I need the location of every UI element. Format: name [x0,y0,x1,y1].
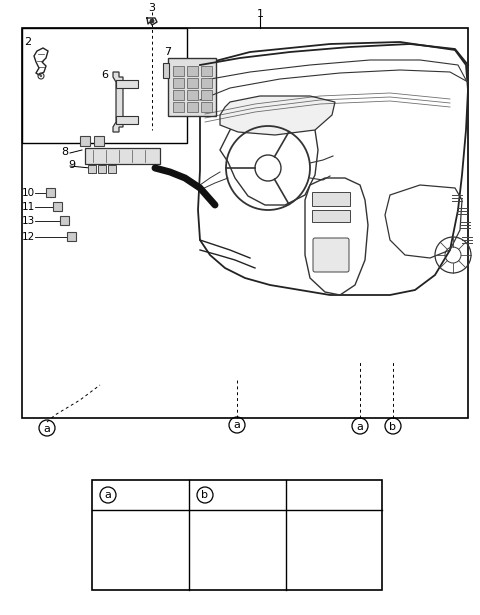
FancyBboxPatch shape [201,101,212,111]
Ellipse shape [327,533,340,542]
FancyBboxPatch shape [22,28,468,418]
FancyBboxPatch shape [53,202,62,211]
FancyBboxPatch shape [116,116,138,124]
FancyBboxPatch shape [312,210,350,222]
FancyBboxPatch shape [172,77,183,87]
FancyBboxPatch shape [116,80,138,88]
FancyBboxPatch shape [331,568,337,571]
Text: 13: 13 [22,216,35,226]
Ellipse shape [133,533,146,542]
Polygon shape [220,96,335,135]
Text: b: b [202,491,208,501]
Text: 1: 1 [256,9,264,19]
FancyBboxPatch shape [46,188,55,197]
FancyBboxPatch shape [92,480,382,590]
Text: a: a [44,424,50,434]
FancyBboxPatch shape [187,101,197,111]
FancyBboxPatch shape [22,28,187,143]
Text: a: a [357,421,363,432]
FancyBboxPatch shape [108,165,116,173]
Text: 14: 14 [332,488,352,502]
FancyBboxPatch shape [60,216,69,225]
Text: 5: 5 [129,488,139,502]
Text: 6: 6 [101,70,108,80]
FancyBboxPatch shape [172,66,183,76]
FancyBboxPatch shape [312,192,350,206]
Text: 10: 10 [22,188,35,198]
FancyBboxPatch shape [172,101,183,111]
FancyBboxPatch shape [168,58,216,116]
Text: a: a [234,421,240,430]
FancyBboxPatch shape [85,148,160,164]
FancyBboxPatch shape [88,165,96,173]
FancyBboxPatch shape [172,90,183,100]
Circle shape [40,75,42,77]
Circle shape [150,19,154,23]
Text: b: b [389,421,396,432]
FancyBboxPatch shape [137,542,143,568]
FancyBboxPatch shape [163,63,169,78]
Text: 11: 11 [22,202,35,212]
FancyBboxPatch shape [98,165,106,173]
FancyBboxPatch shape [313,238,349,272]
FancyBboxPatch shape [234,568,240,571]
Polygon shape [113,72,123,132]
FancyBboxPatch shape [187,66,197,76]
Text: 8: 8 [61,147,68,157]
FancyBboxPatch shape [187,90,197,100]
Text: 3: 3 [148,3,156,13]
Text: 7: 7 [165,47,171,57]
FancyBboxPatch shape [94,136,104,146]
Text: a: a [105,491,111,501]
FancyBboxPatch shape [234,542,240,568]
FancyBboxPatch shape [137,568,143,571]
FancyBboxPatch shape [201,66,212,76]
FancyBboxPatch shape [201,90,212,100]
Text: 9: 9 [68,160,75,170]
FancyBboxPatch shape [331,542,337,568]
Text: 2: 2 [24,37,32,47]
Text: 4: 4 [226,488,236,502]
Ellipse shape [230,533,243,542]
FancyBboxPatch shape [201,77,212,87]
FancyBboxPatch shape [187,77,197,87]
FancyBboxPatch shape [80,136,90,146]
Text: 12: 12 [22,232,35,242]
FancyBboxPatch shape [67,232,76,241]
